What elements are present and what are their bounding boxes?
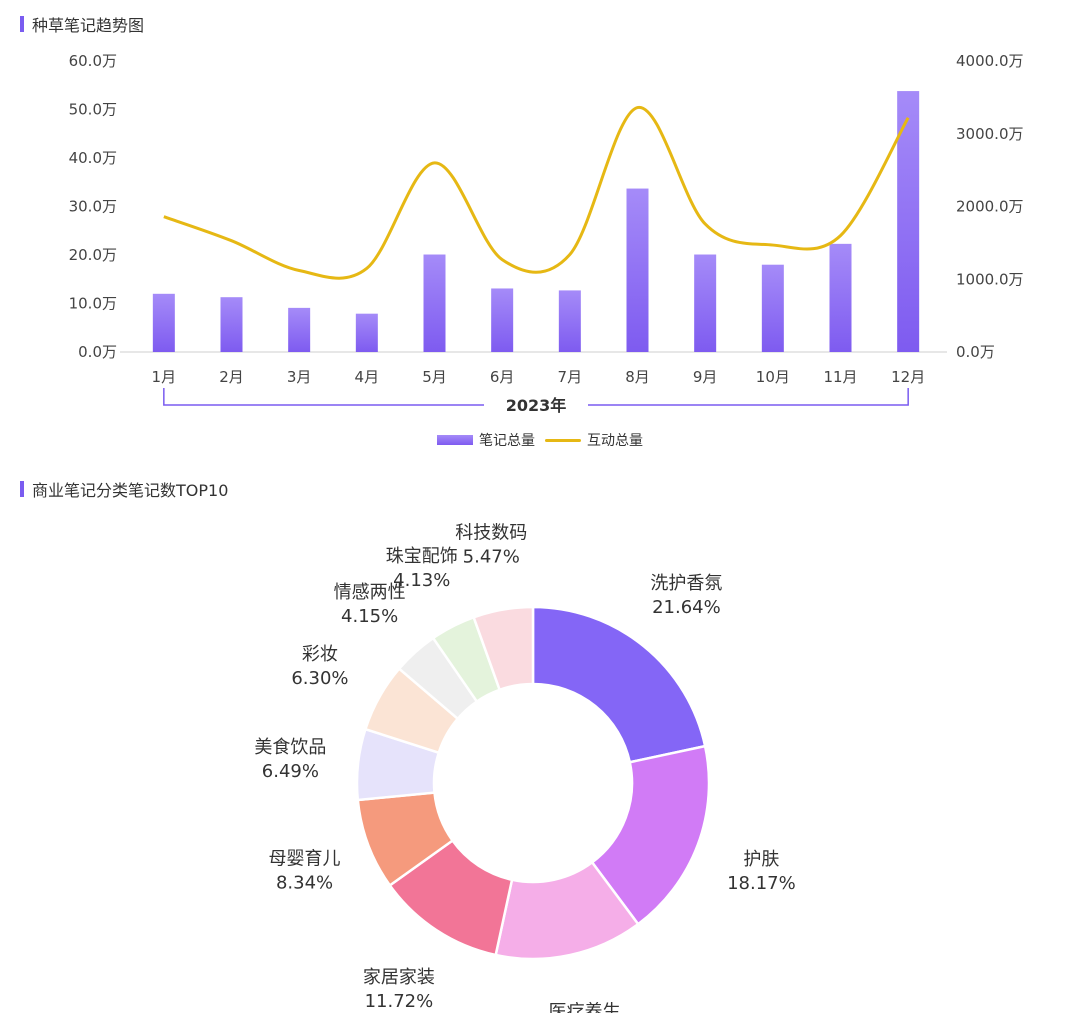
donut-slice-label: 家居家装 11.72% (363, 967, 435, 1012)
right-axis-tick-label: 2000.0万 (956, 198, 1024, 216)
x-axis-tick-label: 12月 (891, 368, 925, 386)
category-donut-chart: 洗护香氛 21.64% 护肤 18.17% 医疗养生13.59% 家居家装 11.72% 母婴… (254, 523, 796, 1013)
right-axis-tick-label: 4000.0万 (956, 52, 1024, 70)
bar-notes-total (423, 254, 446, 352)
bar-notes-total (491, 288, 514, 352)
slice-percent-label: 21.64% (652, 597, 721, 618)
left-axis-tick-label: 30.0万 (69, 198, 117, 216)
left-axis-tick-label: 40.0万 (69, 149, 117, 167)
x-axis-tick-label: 10月 (756, 368, 790, 386)
x-axis-tick-label: 5月 (422, 368, 447, 386)
slice-percent-label: 6.49% (262, 761, 319, 782)
donut-slice (531, 605, 707, 764)
trend-chart: 0.0万 10.0万 20.0万 30.0万 40.0万 50.0万 60.0万 0.0万 10… (69, 52, 1024, 415)
x-axis-tick-label: 4月 (355, 368, 380, 386)
bar-notes-total (288, 307, 311, 352)
left-axis-tick-label: 50.0万 (69, 101, 117, 119)
donut-slice-label: 护肤 18.17% (727, 849, 796, 894)
x-axis-tick-label: 6月 (490, 368, 515, 386)
slice-category-label: 护肤 (743, 849, 779, 870)
slice-category-label: 科技数码 (455, 523, 527, 544)
bar-notes-total (626, 188, 649, 352)
right-axis-tick-label: 1000.0万 (956, 270, 1024, 288)
slice-category-label: 情感两性 (334, 582, 406, 603)
legend-item-interactions[interactable]: 互动总量 (545, 430, 643, 450)
slice-category-label: 母婴育儿 (269, 849, 341, 870)
x-axis-tick-label: 8月 (625, 368, 650, 386)
slice-percent-label: 5.47% (463, 547, 520, 568)
trend-legend: 笔记总量 互动总量 (0, 430, 1080, 450)
left-axis-tick-label: 60.0万 (69, 52, 117, 70)
category-chart-title-text: 商业笔记分类笔记数TOP10 (32, 481, 229, 500)
left-axis-tick-label: 10.0万 (69, 295, 117, 313)
left-axis-tick-label: 20.0万 (69, 246, 117, 264)
donut-slice-label: 美食饮品 6.49% (254, 737, 326, 782)
left-axis-tick-label: 0.0万 (78, 343, 117, 361)
bar-notes-total (152, 293, 175, 352)
slice-category-label: 医疗养生 (549, 1001, 621, 1013)
donut-slice-label: 珠宝配饰 4.13% (386, 546, 458, 591)
donut-slice-label: 医疗养生13.59% (549, 1001, 621, 1013)
title-accent-bar (20, 16, 24, 32)
slice-category-label: 珠宝配饰 (386, 546, 458, 567)
right-axis-tick-label: 0.0万 (956, 343, 995, 361)
right-axis-tick-label: 3000.0万 (956, 125, 1024, 143)
donut-slice (472, 605, 535, 692)
x-axis-tick-label: 9月 (693, 368, 718, 386)
category-chart-title: 商业笔记分类笔记数TOP10 (20, 477, 228, 501)
bar-notes-total (829, 243, 852, 352)
line-interactions-total (163, 106, 910, 280)
bar-notes-total (558, 290, 581, 352)
title-accent-bar (20, 481, 24, 497)
year-bracket-left (163, 388, 484, 406)
legend-bar-swatch (437, 435, 473, 445)
donut-slice (590, 744, 711, 926)
slice-percent-label: 8.34% (276, 873, 333, 894)
bar-notes-total (355, 313, 378, 352)
slice-category-label: 家居家装 (363, 967, 435, 988)
year-bracket-right (588, 388, 909, 406)
x-axis-tick-label: 7月 (558, 368, 583, 386)
legend-label-notes: 笔记总量 (479, 433, 535, 449)
x-axis-tick-label: 1月 (152, 368, 177, 386)
year-group-label: 2023年 (506, 396, 567, 415)
x-axis-tick-label: 11月 (823, 368, 857, 386)
legend-line-swatch (545, 438, 581, 442)
bar-notes-total (220, 297, 243, 352)
legend-item-notes[interactable]: 笔记总量 (437, 430, 535, 450)
donut-slice-label: 洗护香氛 21.64% (650, 573, 722, 618)
donut-slice-label: 科技数码 5.47% (455, 523, 527, 568)
slice-category-label: 美食饮品 (254, 737, 326, 758)
slice-percent-label: 11.72% (365, 991, 434, 1012)
slice-category-label: 彩妆 (302, 644, 338, 665)
slice-category-label: 洗护香氛 (650, 573, 722, 594)
trend-chart-title-text: 种草笔记趋势图 (32, 16, 145, 35)
x-axis-tick-label: 2月 (219, 368, 244, 386)
donut-slice-label: 母婴育儿 8.34% (269, 849, 341, 894)
bar-notes-total (694, 254, 717, 352)
donut-slice-label: 情感两性 4.15% (334, 582, 406, 627)
legend-label-interactions: 互动总量 (587, 433, 643, 449)
slice-percent-label: 18.17% (727, 873, 796, 894)
bar-notes-total (897, 91, 920, 352)
x-axis-tick-label: 3月 (287, 368, 312, 386)
slice-percent-label: 6.30% (291, 668, 348, 689)
bar-notes-total (761, 264, 784, 352)
donut-slice-label: 彩妆 6.30% (291, 644, 348, 689)
slice-percent-label: 4.15% (341, 606, 398, 627)
slice-percent-label: 4.13% (393, 570, 450, 591)
trend-chart-title: 种草笔记趋势图 (20, 12, 144, 36)
